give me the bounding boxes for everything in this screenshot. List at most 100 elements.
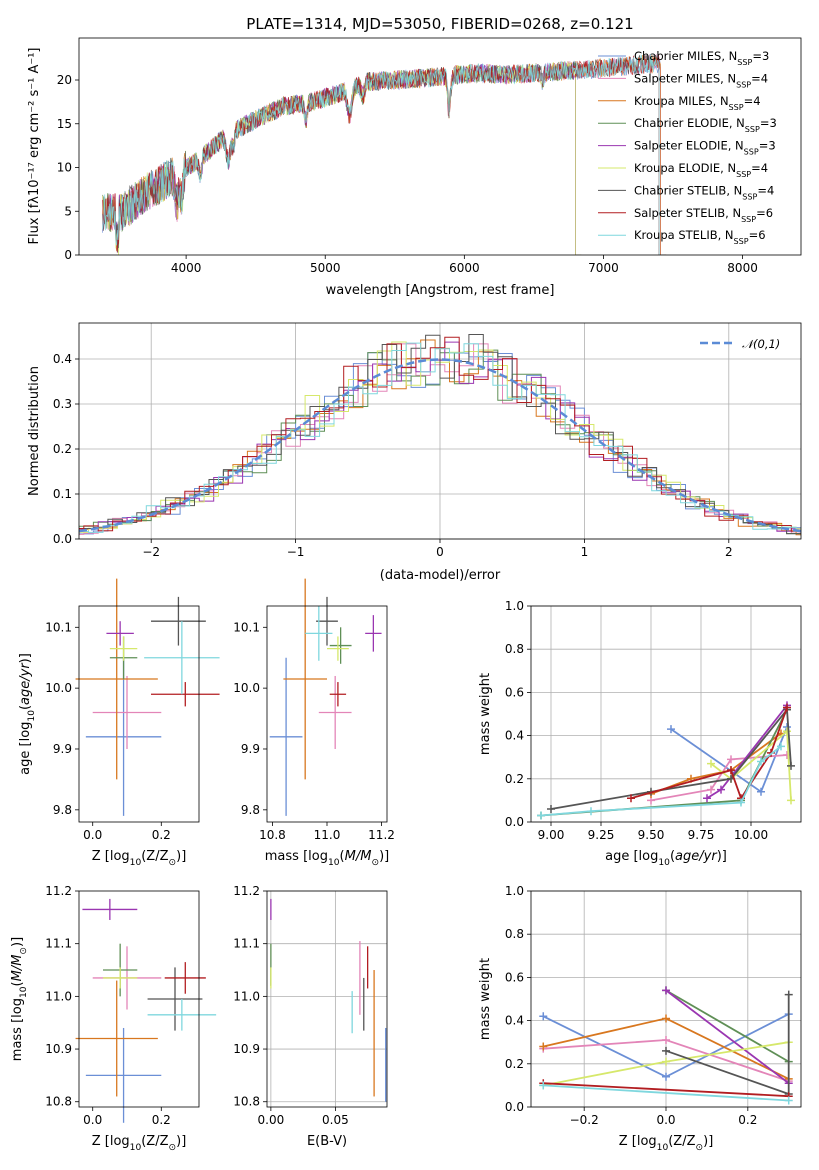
spectrum-plot-area: 4000 5000 6000 7000 8000 0 5 10 15 20 Chabrier MIL… [57,37,802,275]
spectrum-ylabel: Flux [fλ10⁻¹⁷ erg cm⁻² s⁻¹ A⁻¹] [27,48,42,245]
x-tick-label: 9.50 [638,828,665,842]
legend-label: Chabrier STELIB, NSSP=4 [634,183,774,201]
axes-frame [266,605,388,823]
weight-series-line [650,754,788,802]
spectrum-title: PLATE=1314, MJD=53050, FIBERID=0268, z=0… [246,15,633,33]
spectrum-xlabel: wavelength [Angstrom, rest frame] [326,283,555,298]
y-tick-label: 10.0 [233,681,260,695]
weight-marker [662,1072,670,1081]
y-tick-label: 0.4 [53,352,72,366]
axes-frame [266,890,388,1108]
weight-marker [737,798,745,807]
y-tick-label: 0.2 [505,772,524,786]
x-tick-label: 0.0 [83,1113,102,1127]
plot-marks [269,578,382,816]
histogram-series [79,334,801,536]
x-tick-label: −0.2 [570,1113,599,1127]
spectrum-series-line [102,54,665,255]
x-tick-label: 9.75 [688,828,715,842]
y-tick-label: 0.1 [53,487,72,501]
mass-vs-EBV-panel: 0.00 0.05 10.8 10.9 11.0 11.1 11.2 E(B-V) [233,884,388,1149]
legend-label: Kroupa STELIB, NSSP=6 [634,228,766,246]
weight-series-line [543,1082,789,1098]
y-tick-label: 15 [57,117,72,131]
x-axis-label: Z [log10(Z/Z⊙)] [92,1134,187,1153]
x-tick-label: 9.25 [588,828,615,842]
weight-marker [783,703,791,712]
y-tick-label: 11.1 [45,937,72,951]
plot-marks [75,898,217,1123]
axes-frame [530,890,802,1108]
y-tick-label: 0.2 [505,1057,524,1071]
x-tick-label: 10.00 [734,828,768,842]
y-tick-label: 0.2 [53,442,72,456]
legend-label: Chabrier ELODIE, NSSP=3 [634,116,777,134]
weight-marker [537,811,545,820]
y-tick-label: 0.0 [53,532,72,546]
legend-label: Salpeter ELODIE, NSSP=3 [634,139,776,157]
y-axis-label: age [log10(age/yr)] [18,653,37,775]
y-tick-label: 0.8 [505,642,524,656]
y-tick-label: 0.4 [505,729,524,743]
weight-marker [787,796,795,805]
legend-label: Chabrier MILES, NSSP=3 [634,49,769,67]
weight-marker [757,757,765,766]
weight-series-line [665,989,790,1063]
y-tick-label: 11.1 [233,937,260,951]
legend-label: Kroupa ELODIE, NSSP=4 [634,161,768,179]
weight-vs-Z-panel: −0.2 0.0 0.2 0.0 0.2 0.4 0.6 0.8 1.0 Z [log10(Z/Z… [478,884,802,1153]
y-tick-label: 10.1 [45,620,72,634]
weight-marker [662,1057,670,1066]
residual-plot-area: −2 −1 0 1 2 0.0 0.1 0.2 0.3 0.4 𝒩(0,1) [53,322,802,559]
x-tick-label: 0.2 [152,828,171,842]
y-tick-label: 11.2 [233,884,260,898]
y-tick-label: 0.6 [505,685,524,699]
y-tick-label: 20 [57,73,72,87]
legend-label: Salpeter STELIB, NSSP=6 [634,206,773,224]
axes-frame [78,37,802,256]
y-tick-label: 11.0 [45,989,72,1003]
y-tick-label: 0.4 [505,1014,524,1028]
histogram-steps [79,334,801,536]
legend-label: Salpeter MILES, NSSP=4 [634,71,768,89]
x-tick-label: 0.00 [258,1113,285,1127]
y-tick-label: 1.0 [505,884,524,898]
weight-series-line [665,989,790,1084]
x-tick-label: −1 [287,545,305,559]
weight-marker [662,986,670,995]
weight-marker [707,759,715,768]
weight-marker [784,1096,793,1105]
x-tick-label: 0.05 [322,1113,349,1127]
weight-marker [707,785,715,794]
x-tick-label: 11.0 [314,828,341,842]
axes-frame [78,890,200,1108]
weight-marker [662,1036,670,1045]
y-tick-label: 9.8 [53,803,72,817]
histogram-series [79,342,801,533]
y-tick-label: 9.9 [241,742,260,756]
legend-label: Kroupa MILES, NSSP=4 [634,94,761,112]
weight-marker [667,725,675,734]
x-tick-label: 0.0 [656,1113,675,1127]
x-tick-label: 0.2 [152,1113,171,1127]
y-tick-label: 0.6 [505,970,524,984]
x-tick-label: 2 [725,545,733,559]
x-tick-label: 1 [581,545,589,559]
weight-marker [787,761,795,770]
y-axis-label: mass weight [478,673,493,755]
y-tick-label: 10.0 [45,681,72,695]
y-tick-label: 0.3 [53,397,72,411]
weight-marker [717,785,725,794]
x-tick-label: 7000 [588,261,619,275]
x-tick-label: 9.00 [538,828,565,842]
y-tick-label: 11.0 [233,989,260,1003]
y-tick-label: 10.8 [45,1095,72,1109]
weight-marker [757,787,765,796]
weight-marker [783,727,791,736]
y-tick-label: 0 [64,248,72,262]
mass-vs-Z-panel: 0.0 0.2 10.8 10.9 11.0 11.1 11.2 Z [log10(Z/Z⊙)… [10,884,217,1153]
plot-marks [539,986,793,1105]
x-axis-label: Z [log10(Z/Z⊙)] [619,1134,714,1153]
axes-frame [78,605,200,823]
weight-vs-age-panel: 9.00 9.25 9.50 9.75 10.00 0.0 0.2 0.4 0.6 0.8 1.0 a… [478,599,802,868]
